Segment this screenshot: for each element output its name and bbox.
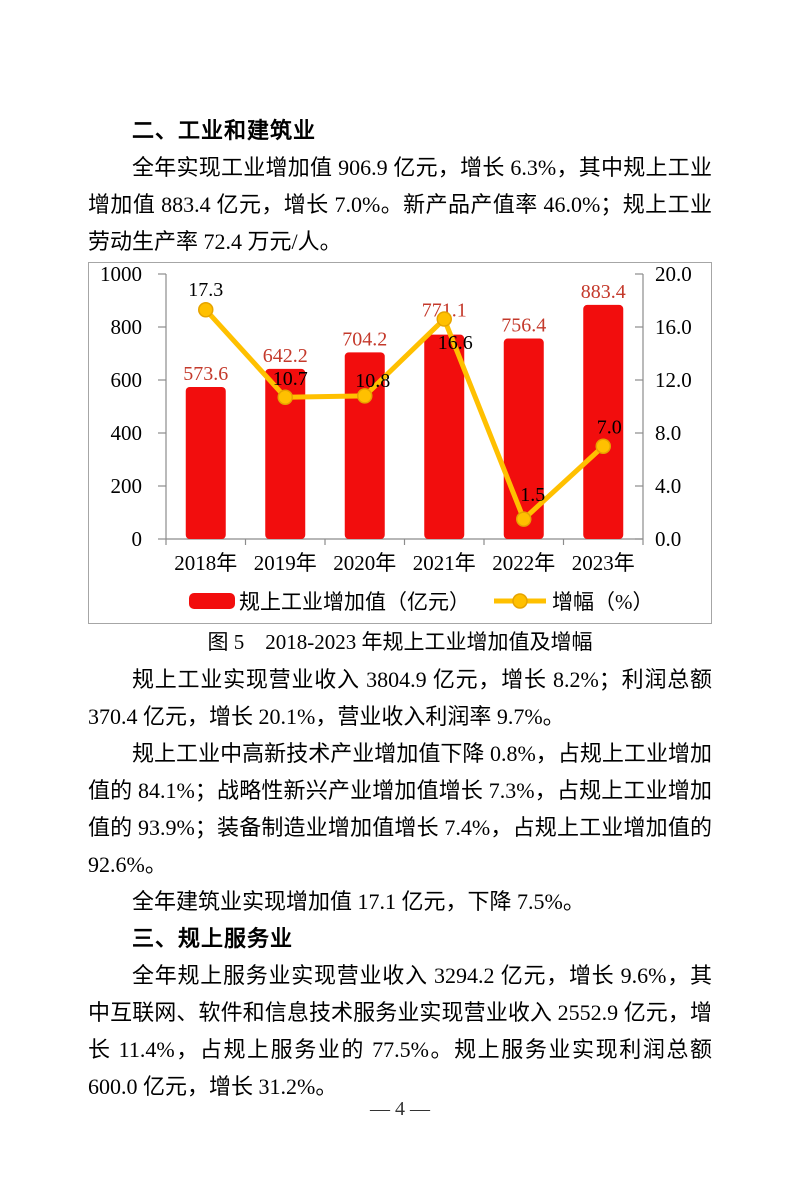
section-heading-services: 三、规上服务业 xyxy=(132,926,294,951)
bar xyxy=(583,304,624,539)
trend-line: 17.3 10.7 10.8 16.6 1.5 7.0 xyxy=(188,279,622,527)
left-axis-tick-label: 200 xyxy=(111,474,143,498)
x-axis-label: 2019年 xyxy=(254,551,317,575)
line-label: 7.0 xyxy=(597,416,622,438)
axes xyxy=(165,274,644,545)
line-label: 10.7 xyxy=(273,368,308,390)
right-axis-tick-label: 12.0 xyxy=(655,368,692,392)
line-marker xyxy=(595,438,611,454)
document-body: 二、工业和建筑业 全年实现工业增加值 906.9 亿元，增长 6.3%，其中规上… xyxy=(88,112,712,1105)
line-label: 16.6 xyxy=(438,332,473,354)
bar-label: 642.2 xyxy=(263,345,308,367)
right-axis-tick-label: 0.0 xyxy=(655,527,681,551)
line-marker xyxy=(357,388,373,404)
right-axis-tick-label: 4.0 xyxy=(655,474,681,498)
left-axis-tick-label: 800 xyxy=(111,315,143,339)
figure-caption: 图 5 2018-2023 年规上工业增加值及增幅 xyxy=(207,630,593,654)
left-axis-tick-label: 400 xyxy=(111,421,143,445)
right-axis-tick-label: 20.0 xyxy=(655,263,692,286)
x-axis-label: 2020年 xyxy=(333,551,396,575)
left-axis-tick-label: 1000 xyxy=(100,263,142,286)
bar xyxy=(265,368,306,539)
right-axis-tick-label: 8.0 xyxy=(655,421,681,445)
left-axis-tick-label: 600 xyxy=(111,368,143,392)
x-axis-label: 2022年 xyxy=(492,551,555,575)
x-axis-labels: 2018年 2019年 2020年 2021年 2022年 2023年 xyxy=(174,551,635,575)
bar xyxy=(424,334,465,539)
line-label: 17.3 xyxy=(188,279,223,301)
legend-line-label: 增幅（%） xyxy=(552,590,654,614)
bar xyxy=(185,386,226,539)
legend-bar-label: 规上工业增加值（亿元） xyxy=(239,590,470,614)
trend-polyline xyxy=(203,308,605,522)
legend-bar-swatch xyxy=(189,593,235,609)
paragraph-hightech: 规上工业中高新技术产业增加值下降 0.8%，占规上工业增加值的 84.1%；战略… xyxy=(88,741,712,877)
bar-label: 704.2 xyxy=(342,328,387,350)
legend-line-marker xyxy=(512,593,528,609)
bars: 573.6 642.2 704.2 771.1 756.4 883.4 xyxy=(183,281,626,539)
line-marker xyxy=(277,389,293,405)
left-axis-tick-label: 0 xyxy=(132,527,143,551)
x-axis-label: 2023年 xyxy=(572,551,635,575)
bar-label: 771.1 xyxy=(422,300,467,322)
paragraph-construction: 全年建筑业实现增加值 17.1 亿元，下降 7.5%。 xyxy=(132,889,585,914)
paragraph-services: 全年规上服务业实现营业收入 3294.2 亿元，增长 9.6%，其中互联网、软件… xyxy=(88,963,712,1099)
line-marker xyxy=(516,511,532,527)
bar-label: 756.4 xyxy=(501,315,546,337)
right-axis: 20.0 16.0 12.0 8.0 4.0 0.0 xyxy=(635,263,692,551)
bar-line-chart: 1000800600400200020.016.012.08.04.00.020… xyxy=(100,263,692,614)
line-label: 10.8 xyxy=(355,370,390,392)
paragraph-industry-overview: 全年实现工业增加值 906.9 亿元，增长 6.3%，其中规上工业增加值 883… xyxy=(88,155,712,254)
x-axis-label: 2021年 xyxy=(413,551,476,575)
line-marker xyxy=(436,311,452,327)
section-heading-industry: 二、工业和建筑业 xyxy=(132,118,317,143)
bar-label: 883.4 xyxy=(581,281,626,303)
line-label: 1.5 xyxy=(520,484,545,506)
figure-chart: 1000 800 600 400 200 0 20.0 16.0 12.0 8.0 4.0 0.0 20… xyxy=(88,262,712,624)
right-axis-tick-label: 16.0 xyxy=(655,315,692,339)
x-axis-label: 2018年 xyxy=(174,551,237,575)
paragraph-industry-revenue: 规上工业实现营业收入 3804.9 亿元，增长 8.2%；利润总额 370.4 … xyxy=(88,667,712,729)
line-marker xyxy=(198,302,214,318)
page-number: — 4 — xyxy=(370,1098,430,1120)
bar xyxy=(344,352,385,539)
left-axis: 1000 800 600 400 200 0 xyxy=(100,263,166,551)
legend: 规上工业增加值（亿元） 增幅（%） xyxy=(189,590,654,614)
bar-label: 573.6 xyxy=(183,363,228,385)
